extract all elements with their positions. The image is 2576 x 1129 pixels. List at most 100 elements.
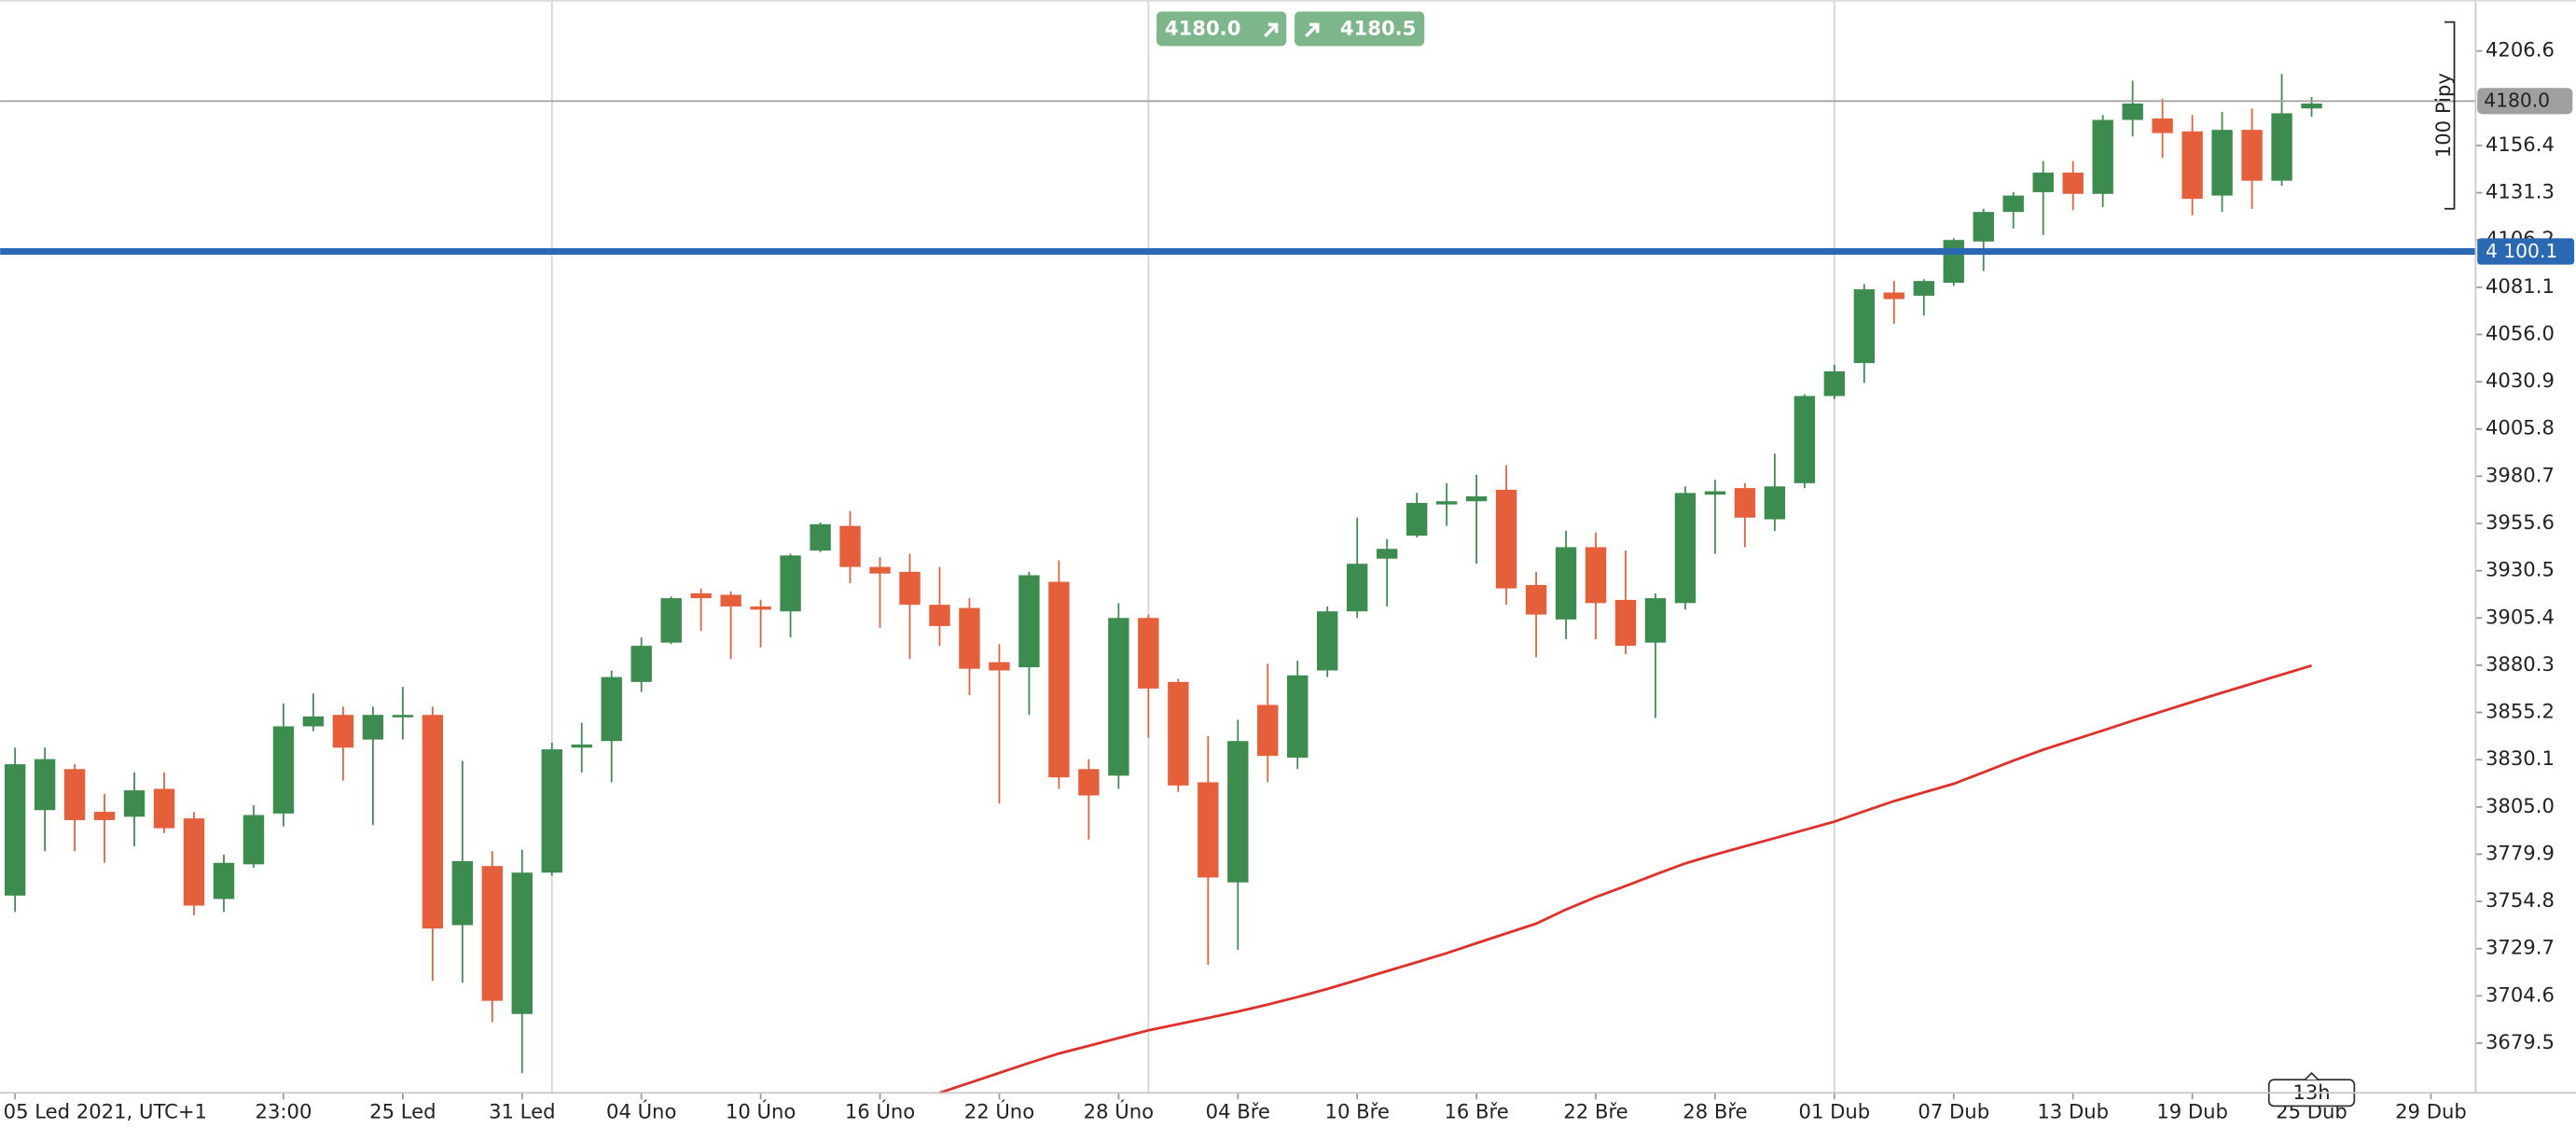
- price-tag: [2477, 88, 2573, 115]
- y-tick-label: 3830.1: [2486, 746, 2555, 770]
- y-tick-label: 3729.7: [2486, 936, 2555, 959]
- candle-body: [2062, 172, 2084, 194]
- x-tick-label: 16 Bře: [1444, 1099, 1508, 1122]
- candle-body: [1317, 611, 1338, 671]
- x-tick-label: 01 Dub: [1799, 1099, 1871, 1122]
- y-tick-label: 3754.8: [2486, 888, 2555, 912]
- candle-body: [34, 759, 56, 811]
- y-tick-label: 3855.2: [2486, 700, 2555, 723]
- x-tick-label: 25 Led: [369, 1099, 436, 1122]
- candle-body: [1406, 503, 1428, 537]
- level-tag-label: 4 100.1: [2486, 240, 2557, 262]
- x-tick-label: 04 Bře: [1206, 1099, 1270, 1122]
- candle-body: [1823, 371, 1846, 397]
- x-tick-label: 19 Dub: [2156, 1099, 2228, 1122]
- time-marker-pointer: [2304, 1071, 2320, 1080]
- candle-body: [780, 555, 801, 612]
- candle-body: [392, 715, 414, 718]
- y-tick-label: 3779.9: [2486, 841, 2555, 864]
- y-tick-label: 3905.4: [2486, 605, 2555, 628]
- y-tick-label: 4056.0: [2486, 321, 2555, 344]
- y-tick-label: 4156.4: [2486, 132, 2555, 156]
- range-ruler: [2444, 21, 2456, 210]
- buy-button-bg: [1295, 11, 1425, 47]
- candle-body: [2092, 119, 2113, 194]
- candle-body: [2152, 118, 2173, 133]
- candle-body: [1614, 599, 1637, 647]
- candle-body: [1555, 547, 1577, 620]
- sell-arrow-icon: [1264, 22, 1279, 37]
- x-tick-label: 29 Dub: [2395, 1099, 2467, 1122]
- candle-body: [959, 607, 980, 669]
- candle-body: [1764, 486, 1786, 520]
- buy-arrow-icon: [1305, 22, 1320, 37]
- price-tag-label: 4180.0: [2484, 90, 2550, 112]
- candle-body: [989, 662, 1010, 671]
- y-tick-label: 3955.6: [2486, 510, 2555, 534]
- y-tick-label: 4030.9: [2486, 369, 2555, 392]
- candle-body: [1525, 584, 1547, 615]
- candle-body: [1138, 618, 1159, 689]
- candle-body: [750, 606, 771, 610]
- candle-body: [1734, 488, 1756, 518]
- y-tick-label: 3980.7: [2486, 463, 2555, 486]
- candle-body: [869, 566, 891, 574]
- candle-body: [1257, 704, 1279, 757]
- candle-body: [720, 594, 741, 606]
- candle-body: [1198, 782, 1219, 878]
- x-tick-label: 22 Úno: [964, 1099, 1034, 1122]
- y-tick-label: 3805.0: [2486, 794, 2555, 817]
- candle-body: [153, 788, 175, 829]
- candle-body: [242, 815, 265, 865]
- candle-body: [1078, 769, 1100, 796]
- buy-button[interactable]: 4180.5: [1295, 11, 1425, 47]
- x-tick-label: 16 Úno: [845, 1099, 915, 1122]
- candle-body: [1048, 581, 1070, 778]
- candle-body: [839, 525, 861, 567]
- candle-body: [810, 523, 831, 551]
- x-tick-label: 13 Dub: [2037, 1099, 2109, 1122]
- x-tick-label: 22 Bře: [1563, 1099, 1627, 1122]
- candle-body: [660, 598, 682, 643]
- candle-body: [1883, 292, 1905, 300]
- candle-body: [899, 571, 921, 606]
- y-tick-label: 4005.8: [2486, 416, 2555, 439]
- candle-body: [1973, 212, 1994, 242]
- x-tick-label: 28 Bře: [1683, 1099, 1747, 1122]
- candle-body: [511, 872, 533, 1014]
- candle-body: [1376, 549, 1398, 559]
- candle-body: [2122, 103, 2143, 120]
- candle-body: [1168, 681, 1189, 786]
- candle-body: [1704, 491, 1726, 495]
- candle-body: [1108, 618, 1129, 776]
- buy-price: 4180.5: [1340, 17, 1417, 40]
- candle-body: [1347, 564, 1368, 612]
- y-tick-label: 4131.3: [2486, 180, 2555, 203]
- x-tick-label: 31 Led: [489, 1099, 555, 1122]
- marks-layer: [4, 74, 2322, 1094]
- y-tick-label: 3880.3: [2486, 652, 2555, 676]
- candle-body: [690, 592, 712, 599]
- candle-body: [1794, 396, 1816, 483]
- sell-button-bg: [1156, 11, 1287, 47]
- candle-body: [63, 769, 86, 820]
- candle-body: [422, 715, 444, 929]
- candle-body: [630, 646, 652, 682]
- moving-average-line: [939, 663, 2312, 1094]
- candle-body: [2181, 131, 2203, 200]
- candle-body: [1495, 489, 1517, 589]
- candle-body: [93, 812, 116, 820]
- y-tick-label: 3704.6: [2486, 983, 2555, 1006]
- candle-body: [183, 818, 205, 906]
- candle-body: [1853, 289, 1876, 364]
- y-tick-label: 3679.5: [2486, 1030, 2555, 1053]
- sell-button[interactable]: 4180.0: [1156, 11, 1287, 47]
- candle-body: [1644, 598, 1667, 643]
- candle-body: [1435, 501, 1458, 505]
- candle-body: [1227, 741, 1249, 883]
- candle-body: [4, 764, 26, 896]
- candle-body: [2211, 130, 2233, 196]
- x-tick-label: 10 Úno: [726, 1099, 796, 1122]
